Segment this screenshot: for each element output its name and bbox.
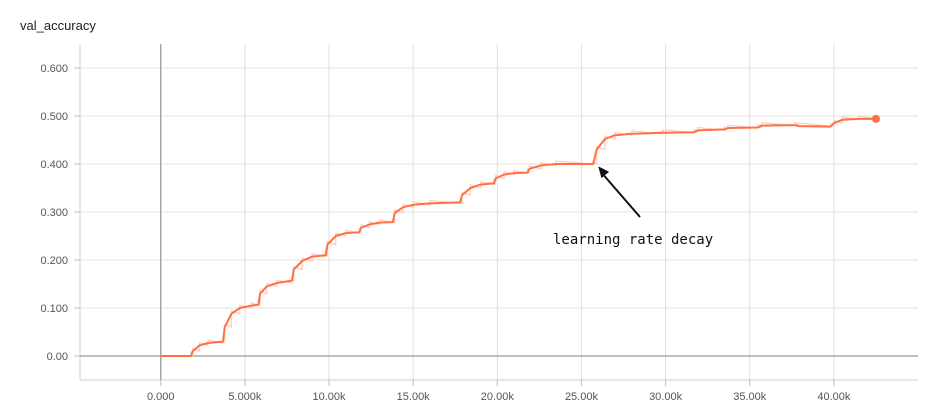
x-tick-label: 5.000k (228, 391, 262, 403)
axes: 0.00 0.100 0.200 0.300 0.400 0.500 0.600 0.000 5… (40, 44, 918, 403)
annotation-label: learning rate decay (553, 232, 713, 248)
y-tick-label: 0.400 (40, 159, 68, 171)
smoothed-series-line (160, 117, 876, 357)
x-tick-label: 15.00k (397, 391, 431, 403)
y-tick-label: 0.200 (40, 255, 68, 267)
x-tick-label: 10.00k (313, 391, 347, 403)
y-tick-label: 0.500 (40, 111, 68, 123)
grid-lines (80, 44, 918, 380)
annotation-layer: learning rate decay (553, 166, 713, 248)
annotation-arrow-head (598, 166, 610, 179)
series-layer (160, 114, 880, 359)
annotation-arrow-line (600, 171, 641, 218)
y-tick-label: 0.300 (40, 207, 68, 219)
x-tick-label: 25.00k (565, 391, 599, 403)
x-tick-label: 0.000 (147, 391, 175, 403)
y-tick-label: 0.00 (47, 351, 68, 363)
chart-title: val_accuracy (20, 18, 96, 33)
raw-series-line (160, 115, 877, 359)
y-tick-label: 0.600 (40, 63, 68, 75)
series-end-point (871, 114, 880, 123)
x-tick-label: 35.00k (733, 391, 767, 403)
x-tick-label: 20.00k (481, 391, 515, 403)
y-tick-label: 0.100 (40, 303, 68, 315)
x-tick-label: 40.00k (817, 391, 851, 403)
x-tick-label: 30.00k (649, 391, 683, 403)
